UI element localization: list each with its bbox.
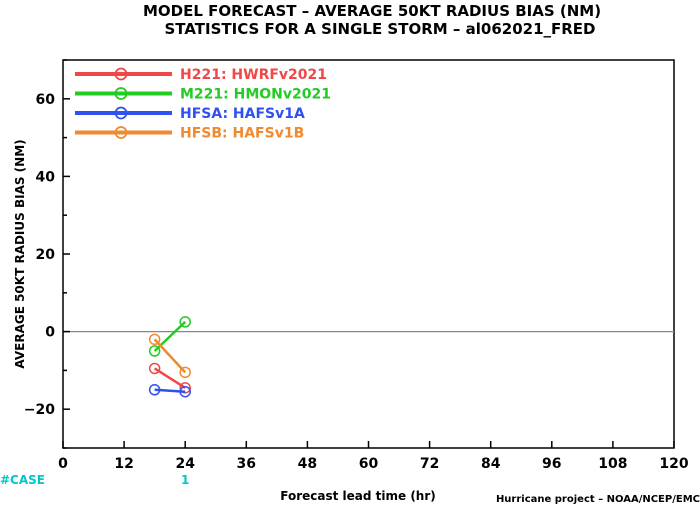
x-tick-label: 84 — [481, 456, 501, 472]
y-tick-label: 60 — [36, 92, 56, 108]
series-point — [179, 316, 191, 328]
series-point — [148, 362, 161, 375]
series-group — [148, 316, 191, 398]
series-point — [148, 333, 161, 346]
series-line — [153, 338, 187, 374]
case-count: 1 — [181, 473, 189, 487]
legend-marker — [114, 87, 128, 100]
credit-text: Hurricane project – NOAA/NCEP/EMC — [496, 494, 700, 505]
legend-label: HFSB: HAFSv1B — [180, 126, 304, 142]
chart-title: MODEL FORECAST – AVERAGE 50KT RADIUS BIA… — [143, 2, 601, 20]
x-tick-label: 0 — [58, 456, 68, 472]
series-point — [179, 366, 191, 379]
x-tick-label: 48 — [298, 456, 317, 472]
series-point — [148, 384, 161, 396]
x-tick-label: 72 — [420, 456, 439, 472]
chart-subtitle: STATISTICS FOR A SINGLE STORM – al062021… — [164, 20, 595, 38]
x-tick-label: 60 — [359, 456, 379, 472]
series-line — [153, 367, 186, 389]
legend-marker — [114, 106, 128, 120]
x-tick-label: 36 — [237, 456, 256, 472]
y-axis-ticks: −20 0 20 40 60 — [24, 59, 70, 449]
y-axis-label: AVERAGE 50KT RADIUS BIAS (NM) — [13, 139, 27, 368]
y-tick-label: 20 — [36, 247, 56, 263]
y-tick-label: −20 — [24, 402, 55, 418]
series-point — [148, 345, 161, 357]
case-counts: 1 — [181, 473, 189, 487]
legend-label: H221: HWRFv2021 — [180, 67, 327, 83]
legend: H221: HWRFv2021 M221: HMONv2021 HFSA: HAFS… — [75, 67, 331, 142]
y-tick-label: 40 — [36, 169, 56, 185]
x-tick-label: 12 — [114, 456, 133, 472]
y-tick-label: 0 — [45, 325, 55, 341]
x-tick-label: 96 — [542, 456, 561, 472]
case-count-label: #CASE — [0, 473, 45, 487]
legend-marker — [114, 126, 128, 139]
legend-label: M221: HMONv2021 — [180, 87, 331, 103]
series-point — [179, 385, 191, 398]
x-axis-ticks: 0 12 24 36 48 60 72 84 96 108 120 — [58, 441, 689, 472]
x-tick-label: 24 — [175, 456, 195, 472]
x-tick-label: 120 — [659, 456, 688, 472]
x-axis-label: Forecast lead time (hr) — [280, 489, 436, 503]
series-point — [179, 382, 191, 394]
legend-marker — [114, 67, 128, 81]
x-tick-label: 108 — [598, 456, 627, 472]
legend-label: HFSA: HAFSv1A — [180, 106, 305, 122]
